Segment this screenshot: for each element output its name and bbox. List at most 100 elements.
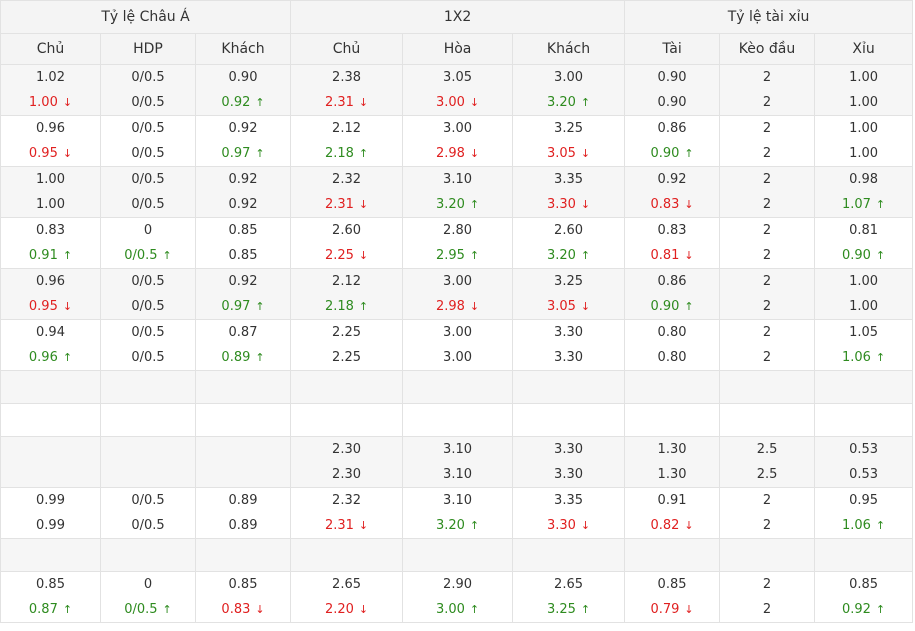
current-odds-text: 0/0.5 [131, 517, 165, 533]
current-odds-text: 3.05 [546, 145, 576, 161]
opening-odds-value: 2.60 [554, 222, 583, 238]
arrow-up-icon: ↑ [580, 602, 591, 616]
odds-cell: 0.94 0.96 ↑ [0, 319, 101, 371]
odds-cell [194, 370, 292, 404]
odds-cell [719, 538, 816, 572]
opening-odds-value: 3.10 [443, 171, 472, 187]
current-odds-value: 2 [763, 601, 771, 619]
odds-cell: 3.30 3.30 [512, 436, 626, 488]
arrow-up-icon: ↑ [162, 602, 172, 616]
odds-cell [194, 403, 292, 437]
arrow-up-icon: ↑ [162, 248, 172, 262]
arrow-down-icon: ↓ [580, 146, 591, 160]
col-header-draw: Hòa [402, 33, 514, 65]
current-odds-value: 2.18 ↑ [325, 145, 368, 163]
odds-cell: 2.60 3.20 ↑ [512, 217, 626, 269]
current-odds-value: 0/0.5 [131, 145, 164, 163]
odds-cell: 2.60 2.25 ↓ [290, 217, 404, 269]
odds-row: 1.02 1.00 ↓ 0/0.5 0/0.5 0.90 0.92 ↑ 2.38 2.31 ↓ 3.0… [0, 64, 914, 116]
col-header-under: Xỉu [814, 33, 914, 65]
odds-cell: 3.30 3.30 [512, 319, 626, 371]
odds-cell: 0.86 0.90 ↑ [624, 115, 721, 167]
odds-cell: 1.05 1.06 ↑ [814, 319, 914, 371]
odds-cell: 1.00 1.00 [814, 115, 914, 167]
odds-cell: 0.92 0.83 ↓ [624, 166, 721, 218]
odds-cell [512, 370, 626, 404]
opening-odds-value: 2 [762, 120, 772, 136]
empty-row [0, 370, 914, 404]
current-odds-text: 2.20 [324, 601, 354, 617]
current-odds-text: 0.91 [28, 247, 58, 263]
arrow-up-icon: ↑ [62, 602, 73, 616]
current-odds-text: 2.31 [324, 94, 354, 110]
current-odds-text: 1.06 [841, 349, 871, 365]
arrow-up-icon: ↑ [469, 518, 480, 532]
opening-odds-value: 0.85 [36, 576, 65, 592]
current-odds-text: 2 [762, 517, 772, 533]
current-odds-value: 0.90 ↑ [650, 145, 693, 163]
opening-odds-value: 0.90 [657, 69, 687, 85]
opening-odds-value: 2.80 [443, 222, 472, 238]
current-odds-text: 2.5 [756, 466, 778, 482]
odds-row: 0.83 0.91 ↑ 0 0/0.5 ↑ 0.85 0.85 2.60 2.25 ↓ 2.80 2.9… [0, 217, 914, 269]
opening-odds-value: 0.92 [228, 171, 258, 187]
opening-odds-value: 3.05 [443, 69, 472, 85]
opening-odds-value: 0.83 [657, 222, 687, 238]
current-odds-text: 0/0.5 [131, 349, 165, 365]
opening-odds-value: 2 [762, 222, 772, 238]
current-odds-value: 0.95 ↓ [29, 145, 72, 163]
odds-cell: 0.90 0.92 ↑ [194, 64, 292, 116]
odds-cell [0, 436, 101, 488]
current-odds-text: 0.92 [841, 601, 871, 617]
current-odds-value: 0.97 ↑ [221, 298, 264, 316]
opening-odds-value: 3.00 [443, 324, 472, 340]
current-odds-text: 0.90 [650, 145, 680, 161]
col-header-away: Khách [194, 33, 292, 65]
arrow-down-icon: ↓ [62, 299, 73, 313]
current-odds-text: 2.31 [324, 196, 354, 212]
odds-cell [402, 403, 514, 437]
odds-cell: 2.65 2.20 ↓ [290, 571, 404, 623]
opening-odds-value: 3.00 [443, 120, 472, 136]
current-odds-value: 2.5 [757, 466, 778, 484]
current-odds-text: 3.20 [435, 517, 465, 533]
arrow-up-icon: ↑ [255, 299, 265, 313]
opening-odds-value: 0/0.5 [131, 171, 165, 187]
current-odds-value: 0/0.5 [131, 517, 164, 535]
opening-odds-value: 1.00 [849, 69, 879, 85]
current-odds-value: 0.89 ↑ [221, 349, 264, 367]
arrow-up-icon: ↑ [580, 248, 591, 262]
opening-odds-value: 2.32 [332, 171, 361, 187]
current-odds-value: 2 [763, 298, 771, 316]
arrow-up-icon: ↑ [469, 602, 480, 616]
opening-odds-value: 0.96 [36, 120, 65, 136]
odds-cell: 3.00 2.98 ↓ [402, 268, 514, 320]
current-odds-value: 1.00 ↓ [29, 94, 72, 112]
arrow-down-icon: ↓ [684, 602, 694, 616]
odds-cell: 2.30 2.30 [290, 436, 404, 488]
current-odds-text: 2.30 [332, 466, 361, 482]
odds-cell: 0/0.5 0/0.5 [100, 268, 196, 320]
arrow-up-icon: ↑ [875, 197, 886, 211]
current-odds-value: 2.98 ↓ [436, 145, 479, 163]
odds-cell: 2.25 2.25 [290, 319, 404, 371]
col-header-over: Tài [624, 33, 721, 65]
arrow-down-icon: ↓ [62, 146, 73, 160]
odds-row: 0.99 0.99 0/0.5 0/0.5 0.89 0.89 2.32 2.31 ↓ 3.10 3… [0, 487, 914, 539]
current-odds-value: 0.87 ↑ [29, 601, 72, 619]
odds-cell: 2.32 2.31 ↓ [290, 166, 404, 218]
current-odds-text: 0.90 [841, 247, 871, 263]
current-odds-text: 3.00 [435, 601, 465, 617]
current-odds-value: 1.06 ↑ [842, 349, 885, 367]
odds-cell: 0.53 0.53 [814, 436, 914, 488]
current-odds-value: 2.95 ↑ [436, 247, 479, 265]
current-odds-text: 2 [762, 247, 772, 263]
current-odds-value: 0.92 ↑ [221, 94, 264, 112]
col-header-1x2-home: Chủ [290, 33, 404, 65]
odds-cell: 0.85 0.83 ↓ [194, 571, 292, 623]
odds-cell: 0.83 0.81 ↓ [624, 217, 721, 269]
current-odds-text: 3.20 [546, 247, 576, 263]
odds-cell: 2.38 2.31 ↓ [290, 64, 404, 116]
current-odds-text: 2 [762, 349, 772, 365]
